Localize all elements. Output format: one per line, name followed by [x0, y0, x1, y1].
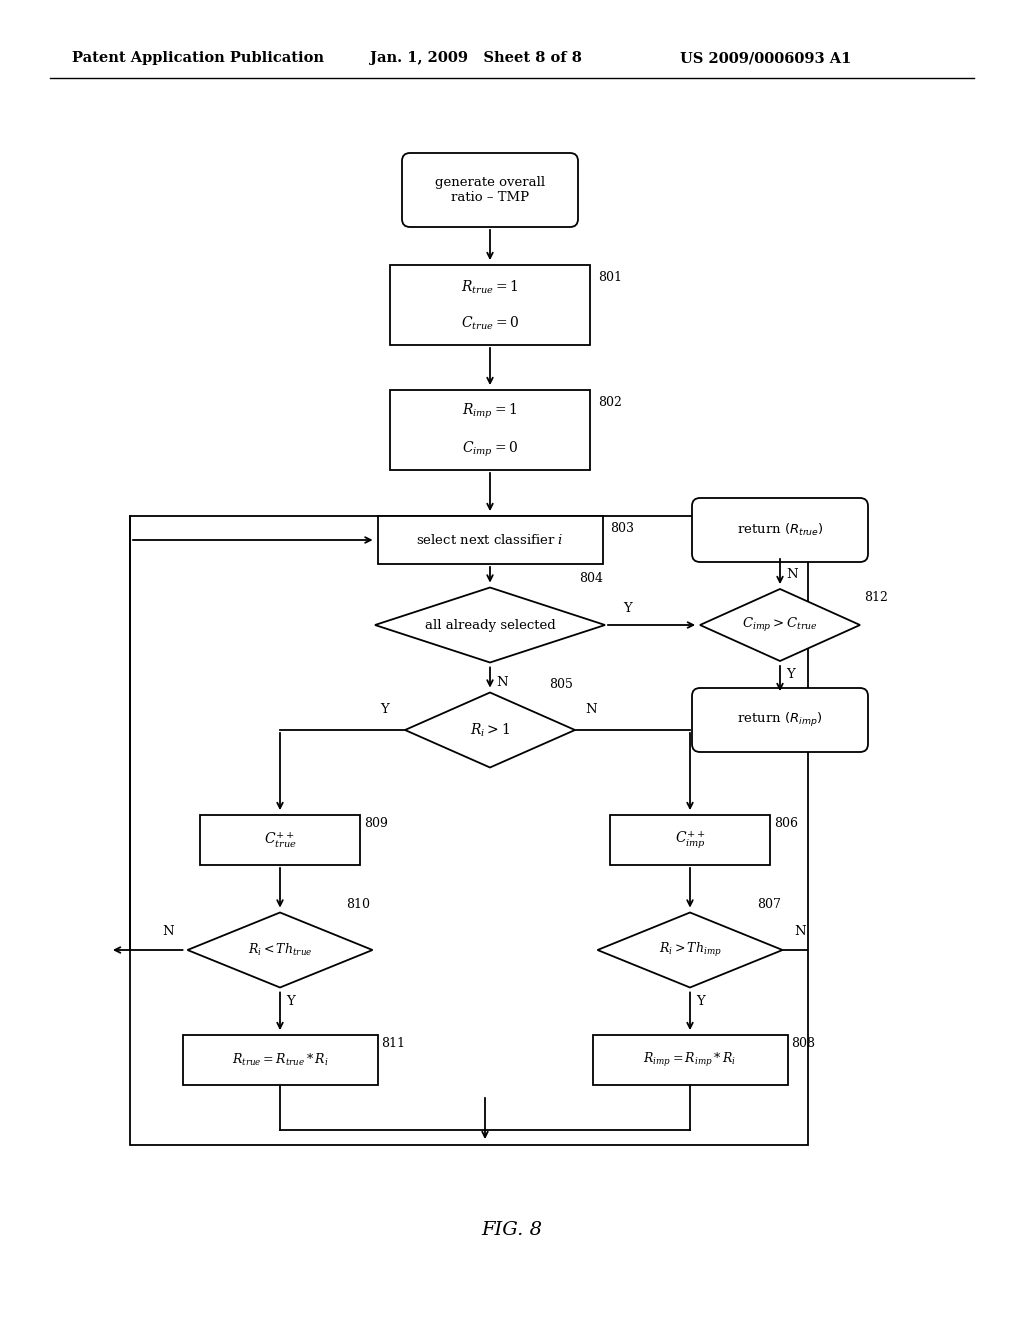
FancyBboxPatch shape	[402, 153, 578, 227]
Text: $R_i<Th_{true}$: $R_i<Th_{true}$	[248, 942, 312, 958]
Bar	[390, 389, 590, 470]
FancyBboxPatch shape	[692, 688, 868, 752]
Text: N: N	[786, 569, 798, 582]
FancyBboxPatch shape	[692, 498, 868, 562]
Text: 809: 809	[364, 817, 388, 830]
Polygon shape	[187, 912, 373, 987]
Text: N: N	[496, 676, 508, 689]
Polygon shape	[597, 912, 782, 987]
Text: return $(R_{true})$: return $(R_{true})$	[736, 521, 823, 539]
Text: 810: 810	[346, 898, 371, 911]
Text: 803: 803	[610, 521, 635, 535]
Text: $R_{true}=R_{true}*R_i$: $R_{true}=R_{true}*R_i$	[231, 1052, 329, 1068]
Text: 807: 807	[757, 898, 780, 911]
Text: N: N	[162, 925, 173, 939]
Text: $R_{true}=1$

$C_{true}=0$: $R_{true}=1$ $C_{true}=0$	[461, 279, 519, 331]
Text: 805: 805	[549, 677, 573, 690]
Bar	[593, 1035, 787, 1085]
Polygon shape	[700, 589, 860, 661]
Text: 804: 804	[579, 573, 603, 586]
Bar	[182, 1035, 378, 1085]
Text: Y: Y	[380, 704, 389, 715]
Text: 802: 802	[598, 396, 622, 409]
Bar	[390, 265, 590, 345]
Text: Patent Application Publication: Patent Application Publication	[72, 51, 324, 65]
Bar	[200, 814, 360, 865]
Text: 812: 812	[864, 591, 888, 605]
Text: Y: Y	[286, 995, 295, 1008]
Text: $R_{imp}=R_{imp}*R_i$: $R_{imp}=R_{imp}*R_i$	[643, 1051, 736, 1069]
Text: N: N	[585, 704, 597, 715]
Text: FIG. 8: FIG. 8	[481, 1221, 543, 1239]
Bar	[130, 516, 808, 1144]
Polygon shape	[406, 693, 575, 767]
Text: Y: Y	[696, 995, 705, 1008]
Text: N: N	[795, 925, 806, 939]
Text: Y: Y	[623, 602, 632, 615]
Text: Y: Y	[786, 668, 795, 681]
Text: 811: 811	[382, 1038, 406, 1049]
Text: $C_{true}^{++}$: $C_{true}^{++}$	[263, 830, 296, 850]
Text: $C_{imp}^{++}$: $C_{imp}^{++}$	[675, 829, 706, 851]
Bar	[378, 516, 602, 564]
Text: Jan. 1, 2009   Sheet 8 of 8: Jan. 1, 2009 Sheet 8 of 8	[370, 51, 582, 65]
Text: US 2009/0006093 A1: US 2009/0006093 A1	[680, 51, 851, 65]
Text: $R_{imp}=1$

$C_{imp}=0$: $R_{imp}=1$ $C_{imp}=0$	[462, 401, 518, 458]
Text: 808: 808	[792, 1038, 815, 1049]
Text: generate overall
ratio – TMP: generate overall ratio – TMP	[435, 176, 545, 205]
Text: 801: 801	[598, 271, 622, 284]
Text: all already selected: all already selected	[425, 619, 555, 631]
Polygon shape	[375, 587, 605, 663]
Text: select next classifier $i$: select next classifier $i$	[416, 533, 564, 546]
Text: $R_i>Th_{imp}$: $R_i>Th_{imp}$	[658, 941, 722, 960]
Bar	[610, 814, 770, 865]
Text: $R_i>1$: $R_i>1$	[470, 721, 510, 739]
Text: $C_{imp}>C_{true}$: $C_{imp}>C_{true}$	[742, 616, 818, 634]
Text: return $(R_{imp})$: return $(R_{imp})$	[737, 711, 822, 729]
Text: 806: 806	[774, 817, 798, 830]
